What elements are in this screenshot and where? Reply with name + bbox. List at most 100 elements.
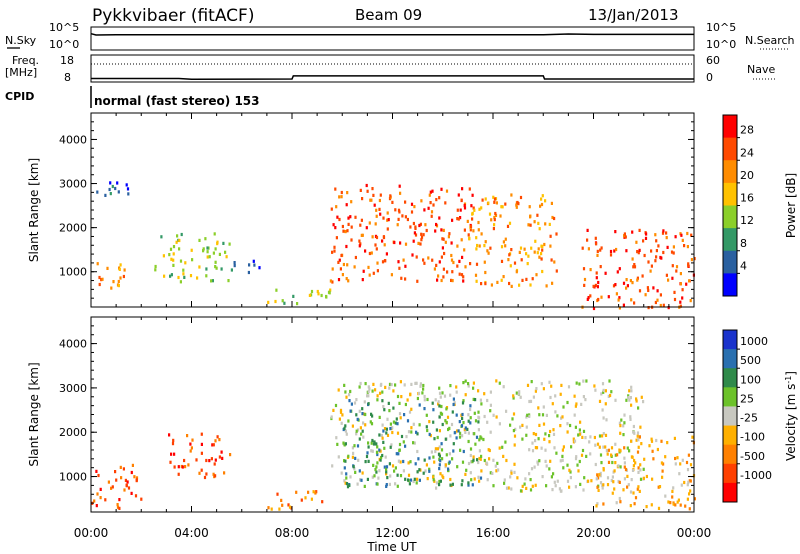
range-cell <box>505 486 509 490</box>
range-cell <box>618 306 621 310</box>
range-cell <box>477 389 480 393</box>
range-cell <box>459 208 462 212</box>
range-cell <box>615 292 618 296</box>
range-cell <box>379 193 382 197</box>
range-cell <box>614 442 617 446</box>
range-cell <box>358 469 361 473</box>
range-cell <box>170 273 173 277</box>
range-cell <box>396 484 399 488</box>
range-cell <box>526 262 529 266</box>
range-cell <box>131 463 134 467</box>
range-cell <box>189 442 192 446</box>
range-cell <box>531 277 534 281</box>
range-cell <box>337 388 340 392</box>
range-cell <box>361 407 364 411</box>
range-cell <box>182 268 185 272</box>
range-cell <box>343 479 346 483</box>
range-cell <box>574 485 577 489</box>
range-cell <box>675 269 678 273</box>
range-cell <box>449 393 452 397</box>
range-cell <box>187 463 190 467</box>
range-cell <box>497 468 500 472</box>
range-cell <box>274 299 277 304</box>
range-cell <box>288 505 292 509</box>
range-cell <box>595 276 598 280</box>
range-cell <box>421 391 424 395</box>
range-cell <box>233 261 236 265</box>
range-cell <box>416 477 419 481</box>
range-cell <box>508 221 512 225</box>
range-cell <box>578 459 581 464</box>
range-cell <box>619 424 622 428</box>
range-cell <box>615 501 618 505</box>
range-cell <box>394 421 397 425</box>
range-cell <box>495 469 498 473</box>
range-cell <box>489 403 492 407</box>
range-cell <box>477 415 480 419</box>
range-cell <box>529 223 532 227</box>
range-cell <box>450 422 454 427</box>
range-cell <box>657 506 661 510</box>
range-cell <box>662 462 665 466</box>
range-cell <box>431 189 434 193</box>
range-cell <box>369 198 372 202</box>
range-cell <box>670 250 674 254</box>
range-cell <box>376 461 379 465</box>
range-cell <box>344 481 347 485</box>
range-cell <box>419 242 422 246</box>
range-cell <box>679 503 682 507</box>
range-cell <box>364 249 367 253</box>
range-cell <box>686 497 689 501</box>
range-cell <box>160 235 163 239</box>
range-cell <box>398 184 401 188</box>
range-cell <box>584 436 587 440</box>
range-cell <box>466 427 469 431</box>
range-cell <box>636 450 640 454</box>
range-cell <box>541 269 544 274</box>
cpid-text: normal (fast stereo) 153 <box>94 94 260 108</box>
range-cell <box>345 482 349 486</box>
colorbar-swatch <box>723 425 737 446</box>
range-cell <box>508 281 511 286</box>
range-cell <box>205 267 208 271</box>
range-cell <box>613 469 616 473</box>
range-cell <box>537 406 540 410</box>
range-cell <box>337 260 340 264</box>
range-cell <box>337 278 341 282</box>
range-cell <box>413 205 416 209</box>
range-cell <box>474 273 478 277</box>
range-cell <box>637 445 640 449</box>
range-cell <box>386 211 389 215</box>
range-cell <box>331 267 334 271</box>
range-cell <box>432 420 435 424</box>
range-cell <box>358 409 361 413</box>
range-cell <box>486 420 489 424</box>
range-cell <box>569 470 572 474</box>
range-cell <box>651 449 654 453</box>
range-cell <box>382 440 385 444</box>
range-cell <box>438 391 442 395</box>
range-cell <box>487 201 490 205</box>
range-cell <box>484 282 487 286</box>
range-cell <box>438 454 441 458</box>
range-cell <box>589 294 592 298</box>
range-cell <box>479 457 482 461</box>
range-cell <box>594 236 597 240</box>
range-cell <box>484 270 487 275</box>
range-cell <box>665 231 668 235</box>
range-cell <box>500 245 504 249</box>
range-cell <box>515 391 518 395</box>
range-cell <box>382 235 386 240</box>
range-cell <box>450 278 453 282</box>
range-cell <box>650 264 653 268</box>
range-cell <box>354 456 357 460</box>
range-cell <box>364 382 367 386</box>
range-cell <box>205 472 208 476</box>
range-cell <box>413 441 416 445</box>
range-cell <box>660 256 663 260</box>
range-cell <box>407 430 411 434</box>
range-cell <box>378 448 381 452</box>
range-cell <box>412 239 415 243</box>
range-cell <box>371 438 374 443</box>
range-cell <box>472 397 475 401</box>
